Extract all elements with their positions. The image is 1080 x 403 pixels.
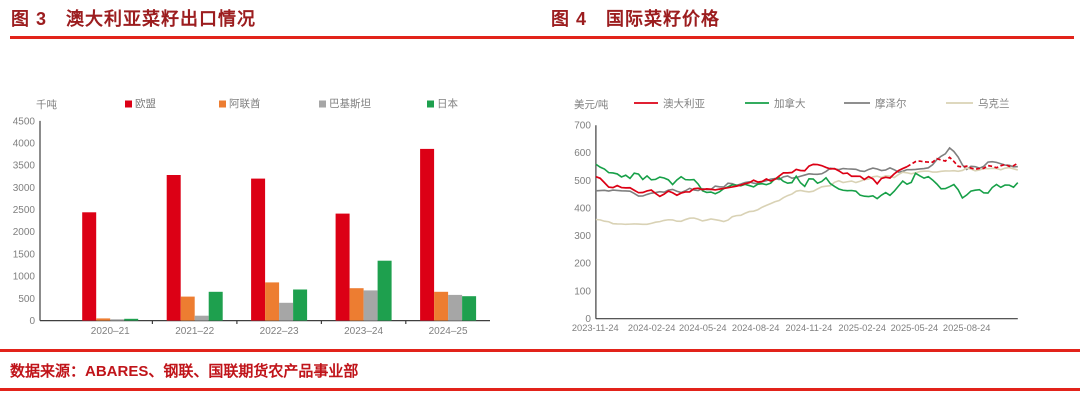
svg-text:2025-02-24: 2025-02-24 [838,323,886,333]
svg-text:2024-08-24: 2024-08-24 [732,323,780,333]
svg-text:2021–22: 2021–22 [175,326,214,337]
svg-text:400: 400 [574,203,591,214]
svg-text:1000: 1000 [13,272,36,283]
svg-text:阿联酋: 阿联酋 [229,97,261,110]
svg-text:美元/吨: 美元/吨 [574,98,609,111]
svg-text:加拿大: 加拿大 [774,97,806,110]
svg-text:千吨: 千吨 [36,98,57,111]
svg-text:500: 500 [574,176,591,187]
svg-text:700: 700 [574,121,591,132]
svg-text:2024-05-24: 2024-05-24 [679,323,727,333]
svg-text:500: 500 [18,294,35,305]
svg-text:0: 0 [29,316,35,327]
svg-text:2000: 2000 [13,227,36,238]
svg-text:澳大利亚: 澳大利亚 [663,97,705,110]
svg-text:3000: 3000 [13,183,36,194]
svg-text:欧盟: 欧盟 [135,98,156,110]
svg-text:2025-05-24: 2025-05-24 [891,323,939,333]
svg-text:乌克兰: 乌克兰 [978,97,1010,110]
svg-text:200: 200 [574,259,591,270]
svg-text:2023-11-24: 2023-11-24 [572,323,619,333]
svg-text:摩泽尔: 摩泽尔 [875,97,907,110]
svg-text:2024-02-24: 2024-02-24 [628,323,676,333]
svg-text:4500: 4500 [13,116,36,127]
svg-text:巴基斯坦: 巴基斯坦 [329,97,371,110]
svg-text:2500: 2500 [13,205,36,216]
svg-text:2024–25: 2024–25 [429,326,468,337]
svg-text:600: 600 [574,148,591,159]
svg-text:2020–21: 2020–21 [91,326,130,337]
svg-text:日本: 日本 [437,97,458,110]
svg-text:2023–24: 2023–24 [344,326,383,337]
svg-text:4000: 4000 [13,139,36,150]
svg-text:2022–23: 2022–23 [260,326,299,337]
svg-text:300: 300 [574,231,591,242]
svg-text:2024-11-24: 2024-11-24 [785,323,832,333]
svg-text:100: 100 [574,286,591,297]
svg-text:3500: 3500 [13,161,36,172]
svg-text:2025-08-24: 2025-08-24 [943,323,991,333]
svg-text:1500: 1500 [13,249,36,260]
